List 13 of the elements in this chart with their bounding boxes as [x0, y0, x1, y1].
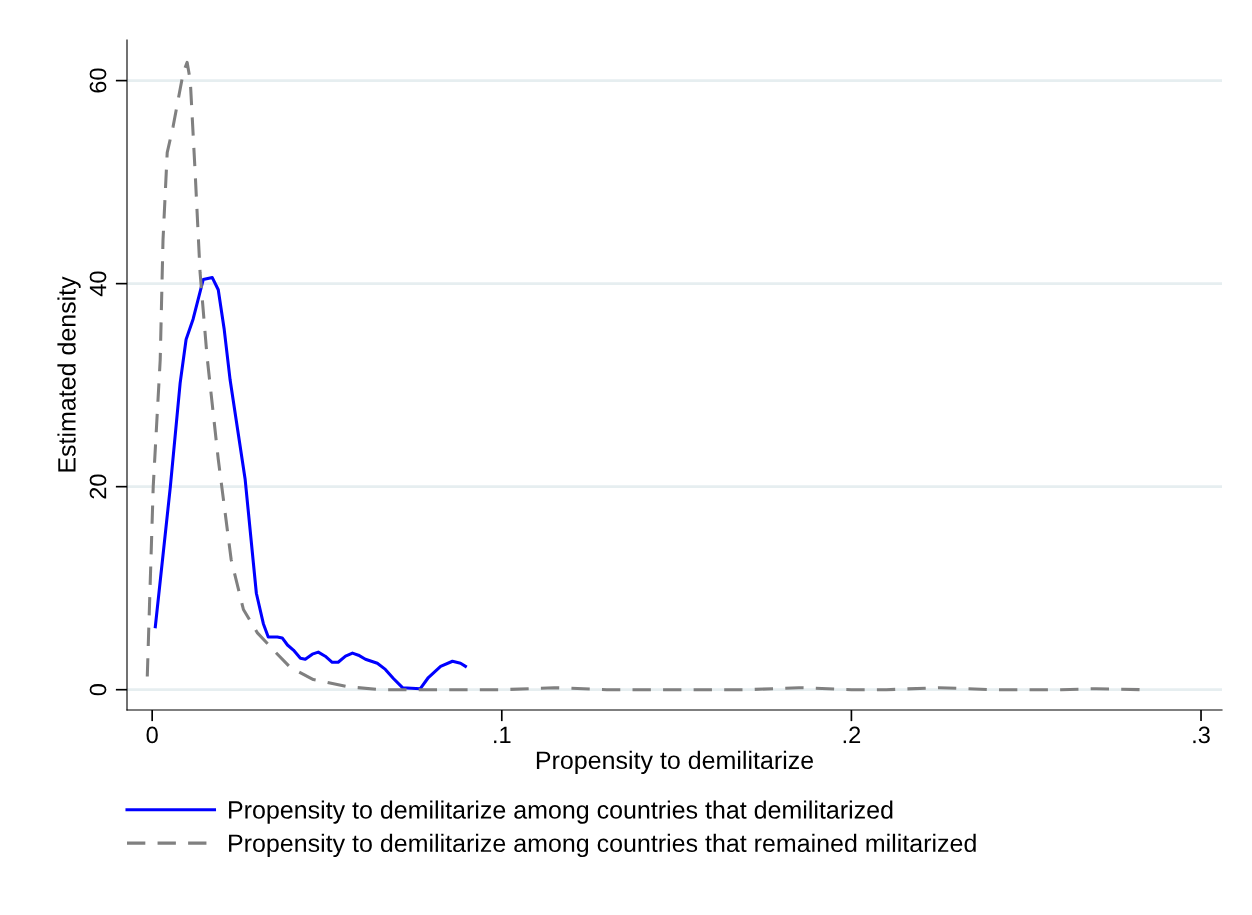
x-tick-label: 0	[146, 726, 158, 744]
y-axis-title: Estimated density	[57, 276, 81, 472]
y-tick-label: 40	[89, 271, 107, 297]
legend-label: Propensity to demilitarize among countries that demilitarized	[229, 800, 893, 824]
x-tick-label: .2	[843, 726, 861, 744]
x-tick-label: .1	[494, 726, 511, 744]
x-axis-title: Propensity to demilitarize	[536, 750, 814, 775]
y-tick-label: 0	[89, 684, 107, 696]
x-tick-label: .3	[1193, 726, 1210, 744]
y-tick-label: 20	[89, 474, 107, 499]
legend-label: Propensity to demilitarize among countries that remained militarized	[229, 833, 976, 858]
y-tick-label: 60	[89, 68, 107, 93]
line-series	[153, 276, 467, 691]
